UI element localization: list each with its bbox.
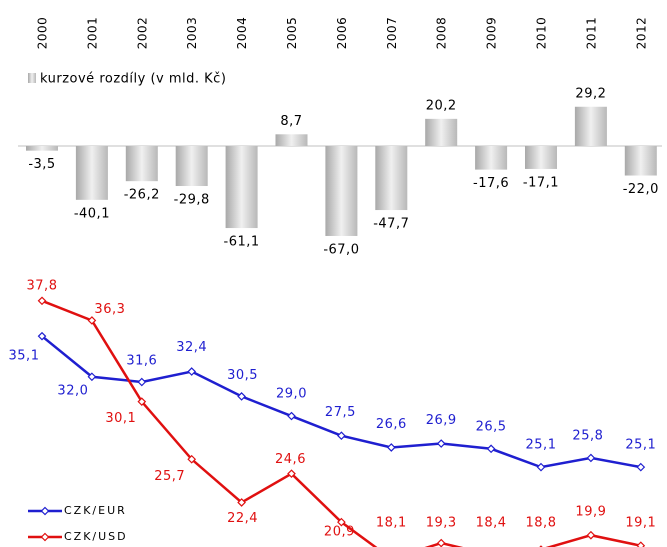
x-tick-label: 2002 [135,17,149,50]
data-label: -17,6 [473,176,509,191]
data-label: -40,1 [74,206,110,221]
point-marker [337,517,346,527]
bar [525,145,557,169]
data-label: 8,7 [280,114,302,129]
data-label: 29,0 [276,387,307,402]
data-label: -47,7 [373,217,409,232]
data-label: 18,4 [476,516,507,531]
legend-marker [40,506,50,516]
x-tick-label: 2009 [485,17,499,50]
bar [275,134,308,146]
data-label: 25,1 [526,438,557,453]
legend-label: CZK/USD [64,530,128,543]
bar [26,145,58,151]
point-marker [237,498,246,507]
point-marker [137,397,147,406]
data-label: -67,0 [323,242,359,257]
bar [375,145,408,211]
point-marker [586,530,596,540]
point-marker [486,444,496,454]
x-tick-label: 2004 [235,17,249,50]
point-marker [436,538,446,547]
data-label: 32,4 [176,340,207,355]
point-marker [337,431,346,441]
data-label: -29,8 [174,193,210,208]
x-tick-label: 2012 [634,17,648,50]
bar [75,145,108,200]
point-marker [187,367,197,376]
point-marker [287,469,296,479]
bar [475,145,508,170]
data-label: 18,8 [526,516,557,531]
x-tick-label: 2011 [584,17,598,50]
data-label: 19,9 [575,505,606,520]
x-tick-label: 2007 [385,17,399,50]
data-label: 22,4 [227,511,258,526]
data-label: -3,5 [28,157,55,172]
x-tick-label: 2000 [36,17,50,50]
point-marker [287,411,296,421]
point-marker [137,377,147,387]
x-tick-label: 2003 [185,17,199,50]
data-label: 30,5 [227,368,258,383]
data-label: 24,6 [275,452,306,467]
data-label: 31,6 [126,354,157,369]
point-marker [636,541,646,547]
bar [325,145,358,236]
data-label: 35,1 [9,349,40,364]
bar [425,118,458,146]
data-label: 25,1 [625,438,656,453]
data-label: 19,1 [625,516,656,531]
point-marker [586,453,596,463]
data-label: -22,0 [623,182,659,197]
data-label: 25,7 [154,469,185,484]
point-marker [37,296,47,306]
data-label: -26,2 [124,188,160,203]
data-label: 20,9 [324,525,355,540]
data-label: 37,8 [27,278,58,293]
x-tick-label: 2006 [335,17,349,50]
data-label: -61,1 [224,235,260,250]
data-label: 18,1 [376,516,407,531]
bar [175,145,208,187]
data-label: -17,1 [523,175,559,190]
point-marker [386,443,396,452]
data-label: 25,8 [572,428,603,443]
data-label: 29,2 [575,86,606,101]
point-marker [187,454,197,464]
point-marker [37,331,47,341]
bar [225,145,258,229]
point-marker [636,462,646,472]
legend-marker [40,532,50,542]
legend-swatch [28,73,36,83]
x-tick-label: 2001 [85,17,99,50]
point-marker [87,372,97,382]
point-marker [536,462,546,472]
data-label: 26,6 [376,417,407,432]
data-label: 27,5 [325,405,356,420]
point-marker [87,316,97,325]
data-label: 26,5 [476,419,507,434]
point-marker [436,439,446,448]
legend-label: kurzové rozdíly (v mld. Kč) [40,72,226,87]
data-label: 19,3 [426,516,457,531]
data-label: 30,1 [105,411,136,426]
bar [574,106,607,146]
x-tick-label: 2005 [285,17,299,50]
data-label: 32,0 [57,383,88,398]
data-label: 36,3 [94,302,125,317]
x-tick-label: 2008 [435,17,449,50]
data-label: 26,9 [426,413,457,428]
x-tick-label: 2010 [535,17,549,50]
bar [624,145,657,176]
point-marker [237,392,246,401]
data-label: 20,2 [426,98,457,113]
bar [125,145,158,182]
legend-label: CZK/EUR [64,504,127,517]
